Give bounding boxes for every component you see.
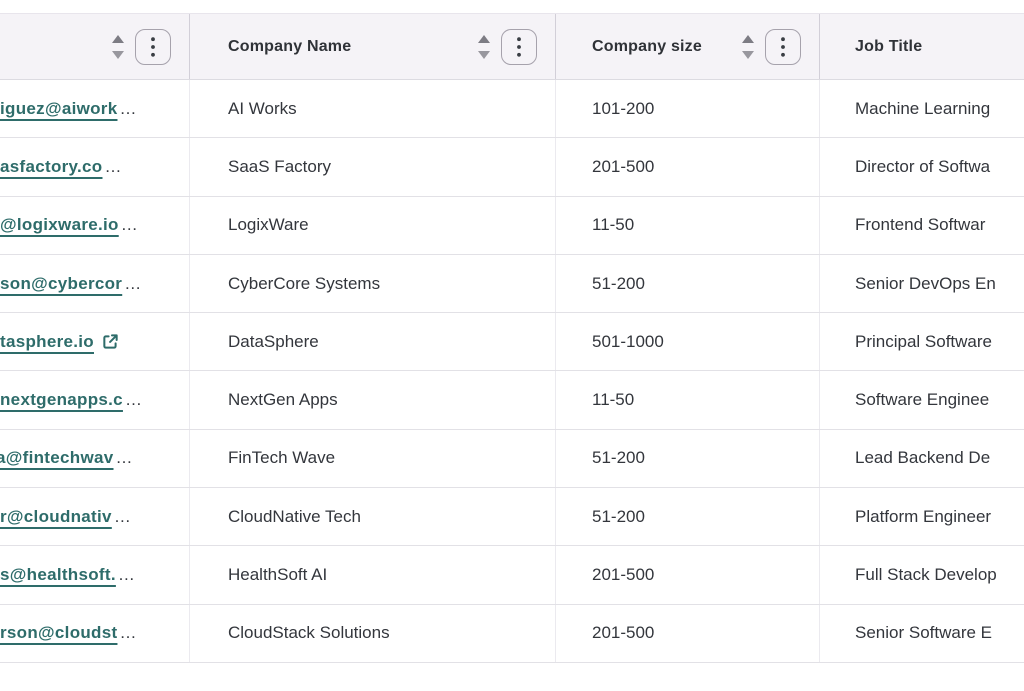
- column-menu-button[interactable]: [501, 28, 537, 65]
- company-size-cell: 51-200: [556, 488, 820, 546]
- column-menu-button[interactable]: [135, 28, 171, 65]
- sort-arrows-icon[interactable]: [477, 34, 491, 60]
- job-title-cell: Frontend Softwar: [855, 215, 986, 235]
- job-title-cell: Lead Backend De: [855, 448, 991, 468]
- job-title-cell: Principal Software: [855, 331, 993, 351]
- email-cell: son@cybercor…: [0, 254, 190, 313]
- email-link[interactable]: asfactory.co: [0, 156, 103, 176]
- company-name-cell: AI Works: [190, 80, 556, 138]
- email-link[interactable]: s@healthsoft.: [0, 565, 116, 585]
- company-size-cell: 51-200: [556, 429, 820, 488]
- company-name-cell: FinTech Wave: [190, 429, 556, 488]
- company-size-cell: 201-500: [556, 138, 820, 196]
- header-cell-job-title: Job Title: [820, 14, 1024, 79]
- email-cell: rson@cloudst…: [0, 604, 190, 662]
- truncation-ellipsis: …: [120, 215, 138, 235]
- job-title-cell: Software Enginee: [855, 390, 990, 410]
- company-name-cell: CloudNative Tech: [190, 488, 556, 546]
- column-label-job-title: Job Title: [855, 37, 923, 55]
- truncation-ellipsis: …: [124, 390, 142, 410]
- bottom-whitespace: [0, 662, 1024, 691]
- truncation-ellipsis: …: [117, 565, 135, 585]
- company-name-cell: HealthSoft AI: [190, 546, 556, 604]
- email-cell: r@cloudnativ…: [0, 488, 190, 546]
- kebab-menu-icon: [517, 36, 521, 57]
- email-cell: a@fintechwav…: [0, 429, 190, 488]
- company-size-cell: 11-50: [556, 196, 820, 254]
- header-controls-company-name: [477, 28, 555, 65]
- email-cell: tasphere.io: [0, 313, 190, 371]
- column-label-company-name: Company Name: [228, 37, 352, 55]
- column-menu-button[interactable]: [765, 28, 801, 65]
- table-row[interactable]: iguez@aiwork… AI Works 101-200 Machine L…: [0, 80, 1024, 139]
- company-name-cell: NextGen Apps: [190, 371, 556, 429]
- truncation-ellipsis: …: [113, 506, 131, 526]
- table-row[interactable]: tasphere.io DataSphere 501-1000 Principa…: [0, 313, 1024, 372]
- company-name-cell: SaaS Factory: [190, 138, 556, 196]
- kebab-menu-icon: [151, 36, 155, 57]
- kebab-menu-icon: [781, 36, 785, 57]
- sort-arrows-icon[interactable]: [741, 34, 755, 60]
- truncation-ellipsis: …: [104, 156, 122, 176]
- external-link-icon[interactable]: [102, 333, 119, 350]
- header-cell-email: [0, 14, 190, 79]
- email-link[interactable]: a@fintechwav: [0, 448, 114, 468]
- email-link[interactable]: nextgenapps.c: [0, 390, 123, 410]
- email-link[interactable]: rson@cloudst: [0, 623, 118, 643]
- email-link[interactable]: iguez@aiwork: [0, 98, 118, 118]
- truncation-ellipsis: …: [119, 98, 137, 118]
- email-cell: iguez@aiwork…: [0, 80, 190, 138]
- company-size-cell: 501-1000: [556, 313, 820, 371]
- header-cell-company-name: Company Name: [190, 14, 556, 79]
- job-title-cell: Full Stack Develop: [855, 565, 997, 585]
- job-title-cell: Platform Engineer: [855, 506, 992, 526]
- table-row[interactable]: asfactory.co… SaaS Factory 201-500 Direc…: [0, 138, 1024, 197]
- email-cell: nextgenapps.c…: [0, 371, 190, 429]
- table-row[interactable]: @logixware.io… LogixWare 11-50 Frontend …: [0, 196, 1024, 255]
- column-label-company-size: Company size: [592, 37, 702, 55]
- email-cell: s@healthsoft.…: [0, 546, 190, 604]
- company-size-cell: 201-500: [556, 546, 820, 604]
- company-size-cell: 51-200: [556, 254, 820, 313]
- truncation-ellipsis: …: [119, 623, 137, 643]
- header-cell-company-size: Company size: [556, 14, 820, 79]
- company-name-cell: LogixWare: [190, 196, 556, 254]
- company-name-cell: DataSphere: [190, 313, 556, 371]
- truncation-ellipsis: …: [124, 273, 142, 293]
- table-row[interactable]: rson@cloudst… CloudStack Solutions 201-5…: [0, 604, 1024, 663]
- email-link[interactable]: @logixware.io: [0, 215, 119, 235]
- email-cell: asfactory.co…: [0, 138, 190, 196]
- data-table: Company Name Company size: [0, 13, 1024, 691]
- email-link[interactable]: tasphere.io: [0, 331, 94, 351]
- job-title-cell: Senior DevOps En: [855, 273, 996, 293]
- table-row[interactable]: s@healthsoft.… HealthSoft AI 201-500 Ful…: [0, 546, 1024, 605]
- truncation-ellipsis: …: [115, 448, 133, 468]
- company-name-cell: CyberCore Systems: [190, 254, 556, 313]
- company-name-cell: CloudStack Solutions: [190, 604, 556, 662]
- table-row[interactable]: nextgenapps.c… NextGen Apps 11-50 Softwa…: [0, 371, 1024, 430]
- header-controls-company-size: [741, 28, 819, 65]
- job-title-cell: Director of Softwa: [855, 156, 991, 176]
- company-size-cell: 101-200: [556, 80, 820, 138]
- table-row[interactable]: a@fintechwav… FinTech Wave 51-200 Lead B…: [0, 429, 1024, 489]
- company-size-cell: 11-50: [556, 371, 820, 429]
- email-link[interactable]: r@cloudnativ: [0, 506, 112, 526]
- email-cell: @logixware.io…: [0, 196, 190, 254]
- table-header-row: Company Name Company size: [0, 13, 1024, 80]
- table-row[interactable]: son@cybercor… CyberCore Systems 51-200 S…: [0, 254, 1024, 314]
- job-title-cell: Machine Learning: [855, 98, 991, 118]
- company-size-cell: 201-500: [556, 604, 820, 662]
- table-row[interactable]: r@cloudnativ… CloudNative Tech 51-200 Pl…: [0, 488, 1024, 547]
- email-link[interactable]: son@cybercor: [0, 273, 123, 293]
- job-title-cell: Senior Software E: [855, 623, 993, 643]
- header-controls-email: [111, 28, 189, 65]
- sort-arrows-icon[interactable]: [111, 34, 125, 60]
